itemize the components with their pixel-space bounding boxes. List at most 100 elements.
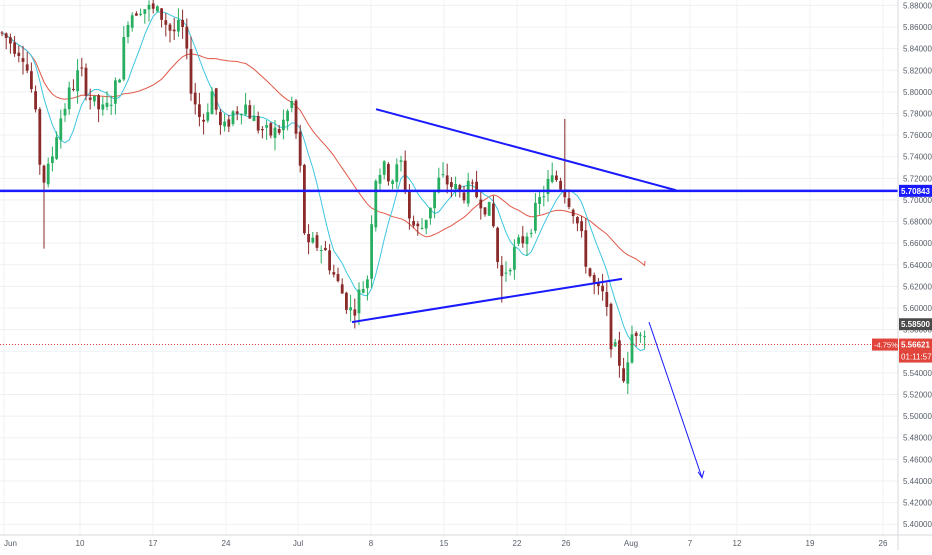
candle-body <box>605 292 609 307</box>
candle-body <box>269 123 273 136</box>
projection-arrow-head <box>697 470 705 479</box>
candle-body <box>324 247 327 251</box>
candle-body <box>88 97 92 100</box>
candle-body <box>639 334 642 336</box>
candle-body <box>634 332 638 336</box>
change-pct-bg <box>872 338 898 351</box>
candle-body <box>487 201 491 216</box>
candle-body <box>34 91 37 110</box>
y-tick-label: 5.40000 <box>903 520 932 529</box>
candle-body <box>450 182 453 187</box>
candle-body <box>235 111 239 114</box>
candle-body <box>286 110 289 122</box>
candle-body <box>303 164 306 234</box>
candle-body <box>214 88 218 110</box>
candle-body <box>340 284 344 294</box>
x-tick-label: 7 <box>688 539 693 548</box>
candle-body <box>252 116 256 121</box>
candle-body <box>210 91 214 115</box>
candle-body <box>59 118 63 141</box>
candle-body <box>508 269 512 272</box>
y-tick-label: 5.86000 <box>903 23 932 32</box>
candle-body <box>273 127 277 138</box>
y-tick-label: 5.64000 <box>903 261 932 270</box>
x-tick-label: 10 <box>76 539 85 548</box>
candle-body <box>479 199 483 209</box>
candles <box>0 0 646 395</box>
candle-body <box>244 104 247 115</box>
candle-body <box>576 217 579 224</box>
candle-body <box>76 70 79 92</box>
candle-body <box>101 104 105 110</box>
candle-body <box>441 174 445 176</box>
candle-body <box>592 275 596 284</box>
candle-body <box>97 95 100 110</box>
current-price-label: 5.56621 <box>901 341 930 350</box>
candle-body <box>584 230 588 267</box>
y-tick-label: 5.44000 <box>903 477 932 486</box>
candle-body <box>622 368 625 382</box>
candle-body <box>189 49 193 94</box>
candle-body <box>445 175 449 185</box>
x-tick-label: 26 <box>879 539 888 548</box>
x-tick-label: 15 <box>440 539 449 548</box>
y-tick-label: 5.60000 <box>903 304 932 313</box>
y-tick-label: 5.66000 <box>903 239 932 248</box>
candle-body <box>25 64 29 71</box>
candle-body <box>9 37 12 44</box>
candle-body <box>17 52 21 57</box>
candle-body <box>282 119 285 131</box>
candle-body <box>496 227 499 263</box>
candle-body <box>328 250 331 271</box>
candle-body <box>118 79 121 83</box>
projection-arrow-line[interactable] <box>648 321 703 478</box>
candle-body <box>408 189 411 219</box>
candle-body <box>550 175 554 182</box>
candle-body <box>256 116 260 131</box>
candle-body <box>130 15 134 28</box>
candle-body <box>433 191 436 209</box>
x-tick-label: 22 <box>513 539 522 548</box>
candle-body <box>542 196 546 198</box>
y-tick-label: 5.70000 <box>903 196 932 205</box>
candle-body <box>466 180 470 204</box>
candle-body <box>534 202 537 231</box>
candle-body <box>332 272 336 275</box>
candle-body <box>571 209 575 216</box>
candle-body <box>429 207 432 219</box>
y-tick-label: 5.74000 <box>903 153 932 162</box>
y-tick-label: 5.82000 <box>903 66 932 75</box>
candle-body <box>168 24 172 31</box>
candle-body <box>227 119 231 127</box>
y-tick-label: 5.78000 <box>903 109 932 118</box>
candle-body <box>609 303 613 350</box>
candle-body <box>412 220 415 226</box>
candle-body <box>424 219 428 229</box>
candle-body <box>618 340 621 366</box>
y-tick-label: 5.88000 <box>903 1 932 10</box>
x-tick-label: 24 <box>222 539 231 548</box>
lower-trendline[interactable] <box>351 277 623 324</box>
candle-body <box>353 309 357 316</box>
candle-body <box>366 279 369 289</box>
horizontal-level-price-label: 5.70843 <box>901 187 930 196</box>
candle-body <box>151 3 155 9</box>
y-tick-label: 5.72000 <box>903 174 932 183</box>
upper-trendline[interactable] <box>375 108 677 192</box>
candle-body <box>156 6 159 12</box>
horizontal-level-price-label-bg <box>899 184 932 197</box>
y-tick-label: 5.62000 <box>903 282 932 291</box>
candle-body <box>38 109 42 165</box>
candle-body <box>500 265 504 277</box>
candle-body <box>378 174 382 184</box>
x-tick-label: Aug <box>624 539 638 548</box>
candle-body <box>563 191 567 198</box>
candle-body <box>30 71 33 90</box>
candle-body <box>114 80 117 104</box>
candle-body <box>93 95 96 102</box>
candle-body <box>458 185 462 192</box>
candle-body <box>420 227 424 229</box>
candle-body <box>172 29 176 32</box>
